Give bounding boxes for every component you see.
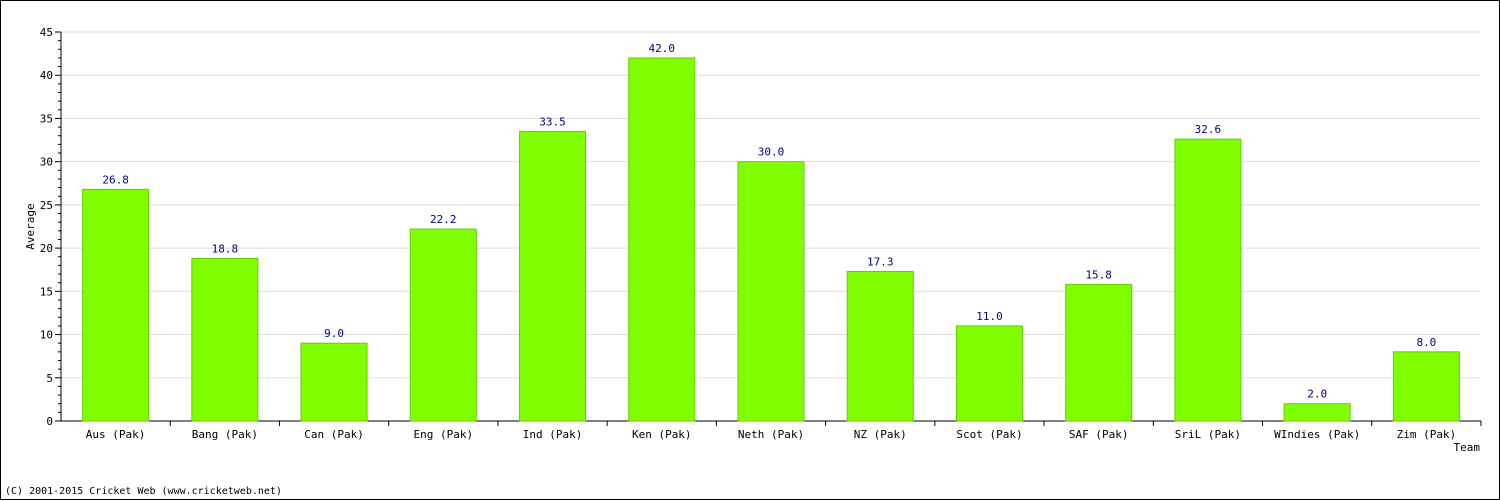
y-tick-label: 15 — [40, 285, 53, 298]
data-label-9: 15.8 — [1085, 268, 1112, 281]
x-tick-label-0: Aus (Pak) — [86, 428, 146, 441]
bar-2 — [300, 342, 368, 422]
x-tick-label-5: Ken (Pak) — [632, 428, 692, 441]
data-label-3: 22.2 — [430, 213, 457, 226]
data-label-5: 42.0 — [649, 42, 676, 55]
y-tick-label: 45 — [40, 26, 53, 39]
y-tick-label: 20 — [40, 242, 53, 255]
data-label-10: 32.6 — [1195, 123, 1222, 136]
bar-4 — [519, 130, 587, 422]
y-tick-label: 0 — [46, 415, 53, 428]
x-axis-title: Team — [1454, 441, 1481, 454]
data-label-8: 11.0 — [976, 310, 1003, 323]
y-tick-label: 40 — [40, 69, 53, 82]
bar-12 — [1392, 351, 1460, 422]
bar-10 — [1174, 138, 1242, 422]
data-label-2: 9.0 — [324, 327, 344, 340]
x-tick-label-3: Eng (Pak) — [414, 428, 474, 441]
data-label-6: 30.0 — [758, 146, 785, 159]
y-axis-title: Average — [24, 203, 37, 249]
data-label-1: 18.8 — [212, 242, 239, 255]
bar-3 — [409, 228, 477, 422]
y-tick-label: 25 — [40, 199, 53, 212]
bar-1 — [191, 257, 259, 422]
x-tick-label-12: Zim (Pak) — [1397, 428, 1457, 441]
bar-5 — [628, 57, 696, 422]
x-tick-label-4: Ind (Pak) — [523, 428, 583, 441]
bar-9 — [1065, 283, 1133, 422]
data-label-0: 26.8 — [102, 173, 129, 186]
bar-7 — [846, 270, 914, 422]
data-label-4: 33.5 — [539, 115, 566, 128]
y-tick-label: 30 — [40, 156, 53, 169]
x-tick-label-11: WIndies (Pak) — [1274, 428, 1360, 441]
bar-11 — [1283, 403, 1351, 422]
x-tick-label-7: NZ (Pak) — [854, 428, 907, 441]
x-tick-label-2: Can (Pak) — [304, 428, 364, 441]
data-label-7: 17.3 — [867, 255, 894, 268]
y-tick-label: 35 — [40, 112, 53, 125]
data-label-11: 2.0 — [1307, 388, 1327, 401]
bar-0 — [82, 188, 150, 422]
x-tick-label-9: SAF (Pak) — [1069, 428, 1129, 441]
x-tick-label-8: Scot (Pak) — [956, 428, 1022, 441]
x-tick-label-6: Neth (Pak) — [738, 428, 804, 441]
y-tick-label: 5 — [46, 372, 53, 385]
y-tick-label: 10 — [40, 329, 53, 342]
bar-8 — [955, 325, 1023, 422]
x-tick-label-10: SriL (Pak) — [1175, 428, 1241, 441]
data-label-12: 8.0 — [1416, 336, 1436, 349]
x-tick-label-1: Bang (Pak) — [192, 428, 258, 441]
bar-6 — [737, 161, 805, 422]
copyright-notice: (C) 2001-2015 Cricket Web (www.cricketwe… — [5, 486, 282, 497]
